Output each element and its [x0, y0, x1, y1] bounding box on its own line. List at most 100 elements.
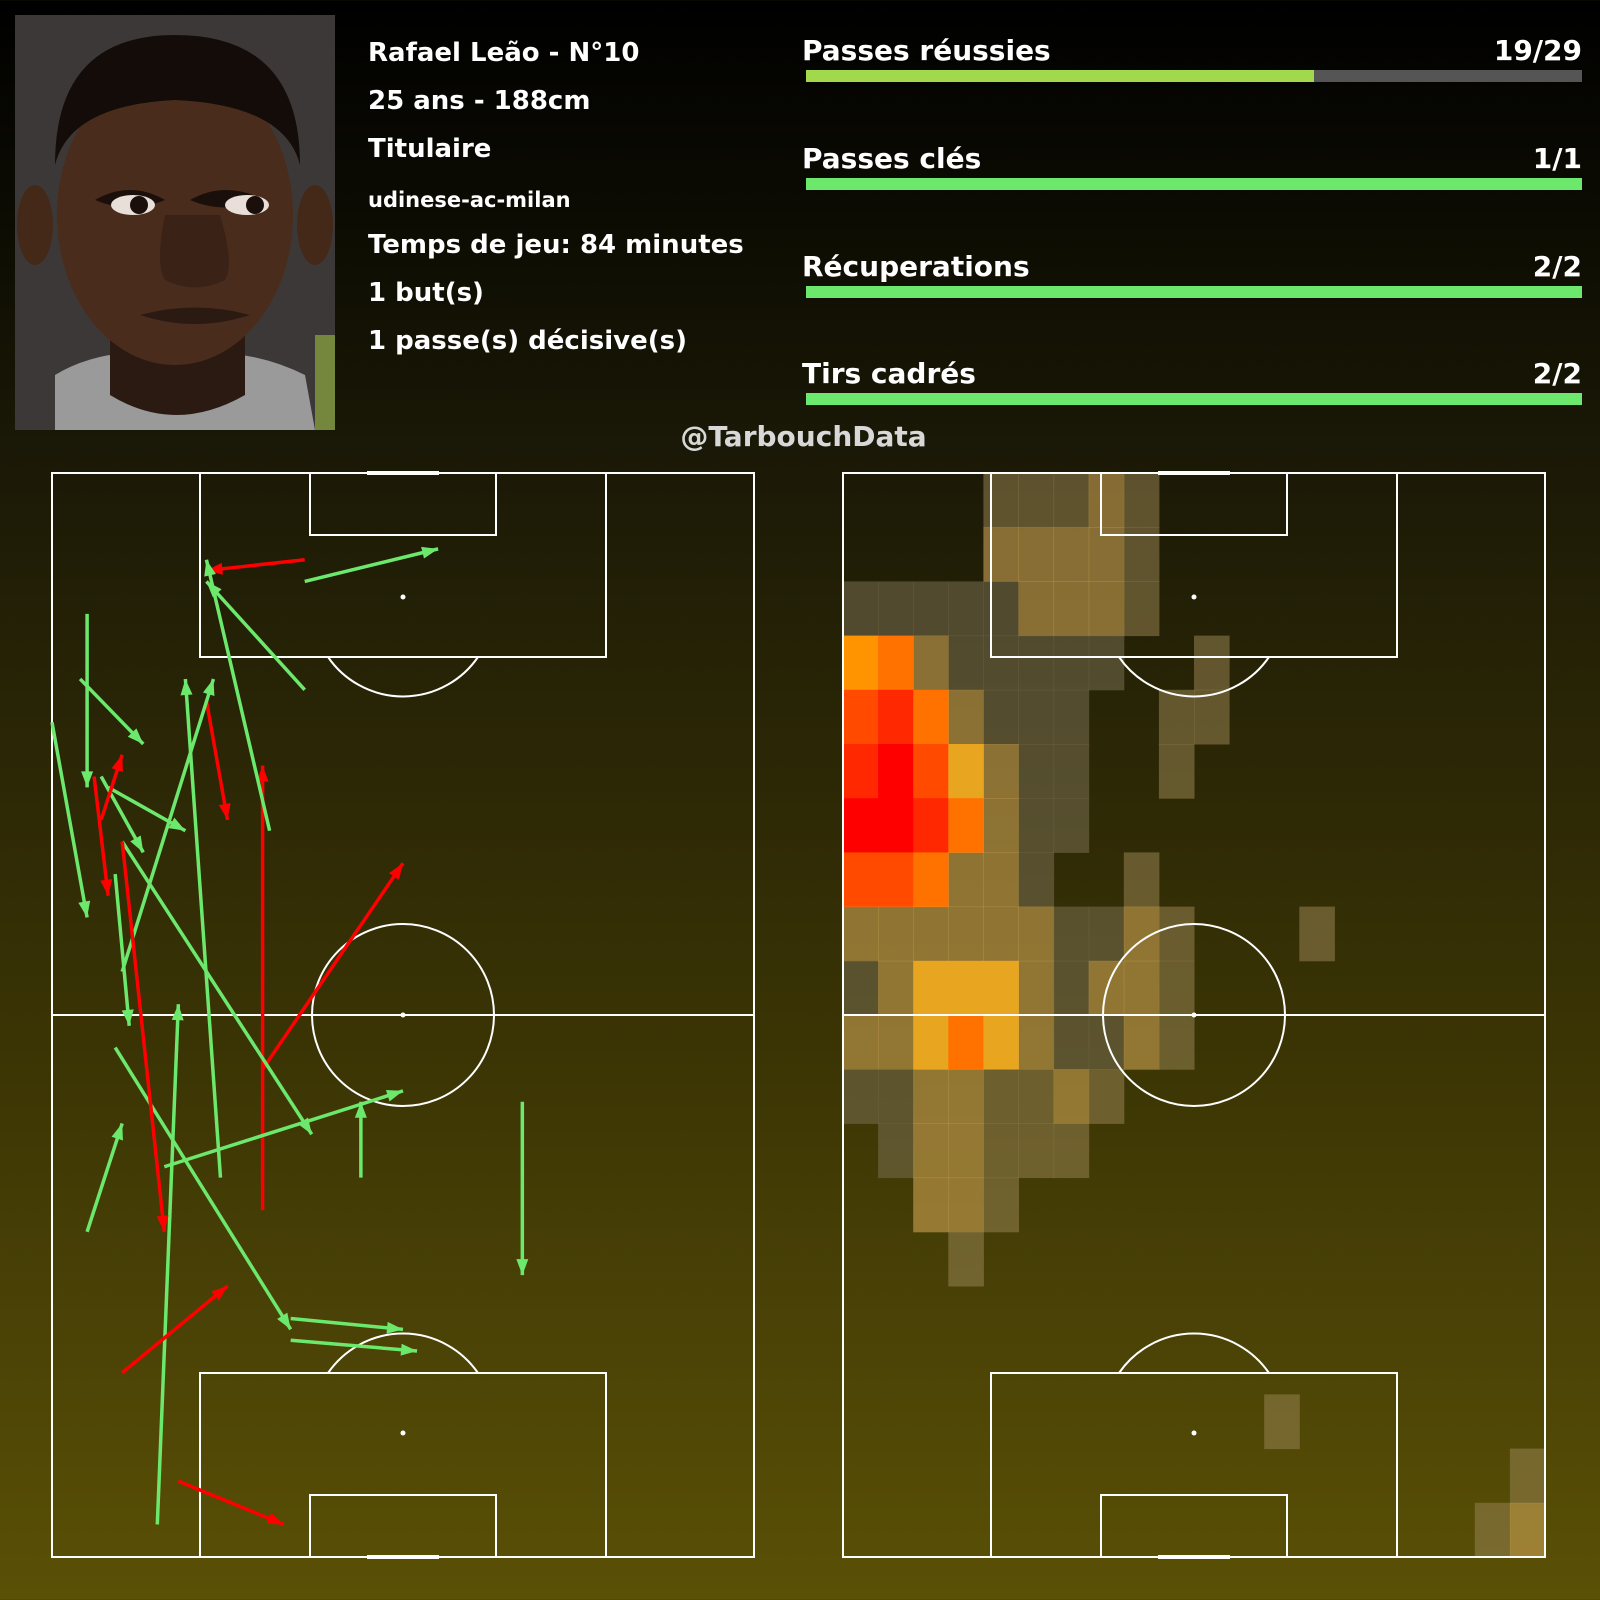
pass-line	[290, 1316, 404, 1332]
heatmap-cell	[913, 1123, 949, 1179]
heatmap-cell	[878, 1015, 914, 1070]
heatmap-cell	[1018, 1123, 1055, 1179]
pass-arrowhead	[211, 1286, 228, 1301]
center-circle	[1102, 923, 1286, 1107]
player-age-height: 25 ans - 188cm	[368, 86, 591, 116]
stat-value: 1/1	[1532, 142, 1582, 175]
pass-arrowhead	[354, 1101, 367, 1118]
pass-line	[183, 678, 223, 1178]
pass-line	[121, 1284, 229, 1375]
pass-arrowhead	[206, 562, 224, 575]
pass-line	[163, 1089, 404, 1169]
pass-arrow-success	[81, 613, 94, 788]
pass-arrow-success	[113, 873, 134, 1027]
heatmap-cell	[948, 744, 984, 799]
pass-arrowhead	[218, 803, 231, 820]
heatmap-cell	[983, 1015, 1019, 1070]
pass-arrowhead	[100, 879, 113, 896]
center-spot	[400, 1012, 406, 1018]
stat-passes-cles: Passes clés 1/1	[802, 142, 1582, 192]
heatmap-cell	[1088, 1069, 1125, 1124]
heatmap-cell	[1053, 798, 1090, 853]
stat-track	[806, 178, 1582, 190]
pass-arrow-failed	[121, 1284, 229, 1375]
pass-arrow-success	[113, 1046, 293, 1331]
heatmap-cell	[843, 581, 879, 637]
pass-arrow-failed	[120, 841, 169, 1232]
player-status: Titulaire	[368, 134, 492, 164]
pass-arrowhead	[111, 754, 123, 772]
heatmap-cell	[1158, 689, 1195, 745]
bottom-penalty-spot	[1191, 1430, 1197, 1436]
bottom-penalty-box	[199, 1372, 607, 1558]
top-six-yard-box	[309, 472, 497, 536]
goals-count: 1 but(s)	[368, 278, 484, 308]
stat-track	[806, 286, 1582, 298]
top-penalty-arc	[1118, 656, 1270, 698]
heatmap-cell	[1088, 581, 1125, 637]
heatmap-cell	[983, 852, 1019, 908]
heatmap-cell	[1509, 1502, 1546, 1558]
heatmap-cell	[913, 852, 949, 908]
heatmap-cell	[1018, 744, 1055, 799]
heatmap-cell	[1053, 1123, 1090, 1179]
heatmap-cell	[913, 1177, 949, 1233]
heatmap-cell	[878, 852, 914, 908]
heatmap-cell	[1194, 689, 1230, 745]
heatmap-cell	[843, 1069, 879, 1124]
center-spot	[1191, 1012, 1197, 1018]
heatmap-cell	[1088, 635, 1125, 691]
heatmap-cell	[843, 635, 879, 691]
pitch-lines	[51, 471, 755, 1559]
pass-line	[204, 700, 230, 821]
pass-arrow-success	[180, 678, 223, 1178]
stat-passes-reussies: Passes réussies 19/29	[802, 34, 1582, 84]
pass-arrowhead	[516, 1259, 529, 1276]
pass-arrowhead	[389, 863, 403, 880]
pass-line	[50, 722, 89, 918]
heatmap-cell	[843, 852, 879, 908]
pass-arrow-success	[205, 580, 307, 691]
pass-arrowhead	[156, 1215, 169, 1232]
pass-line	[120, 678, 216, 973]
pass-line	[304, 547, 439, 584]
assists-count: 1 passe(s) décisive(s)	[368, 326, 687, 356]
heatmap-cell	[913, 1069, 949, 1124]
pass-arrowhead	[400, 1343, 418, 1356]
heatmap-pitch	[842, 471, 1546, 1559]
pass-arrowhead	[127, 728, 144, 744]
pass-arrowhead	[256, 765, 269, 782]
playing-time: Temps de jeu: 84 minutes	[368, 230, 744, 260]
stat-value: 19/29	[1493, 34, 1582, 67]
heatmap-cell	[1123, 527, 1160, 582]
heatmap-cell	[983, 581, 1019, 637]
pass-arrow-failed	[204, 700, 231, 821]
heatmap-cell	[983, 689, 1019, 745]
heatmap-cell	[1053, 635, 1090, 691]
stat-label: Passes clés	[802, 142, 982, 175]
heatmap-cell	[1053, 960, 1090, 1016]
credit-handle: @TarbouchData	[680, 420, 927, 453]
pass-arrow-success	[304, 546, 439, 584]
pass-arrow-failed	[177, 1479, 285, 1527]
pass-arrowhead	[180, 678, 193, 696]
heatmap-cell	[983, 798, 1019, 853]
heatmap-cell	[878, 798, 914, 853]
pass-arrow-success	[78, 677, 145, 746]
heatmap-cell	[1018, 527, 1055, 582]
heatmap-cell	[1123, 960, 1160, 1016]
heatmap-cell	[948, 960, 984, 1016]
heatmap-cell	[948, 852, 984, 908]
pass-arrowhead	[421, 546, 439, 559]
pass-arrowhead	[386, 1321, 403, 1334]
heatmap-cell	[1018, 1069, 1055, 1124]
heatmap-cell	[1088, 473, 1125, 528]
pass-arrowhead	[130, 835, 144, 853]
heatmap-cell	[913, 798, 949, 853]
pass-line	[290, 1338, 418, 1353]
pass-arrow-success	[163, 1089, 404, 1169]
heatmap-cell	[948, 1123, 984, 1179]
stat-tirs-cadres: Tirs cadrés 2/2	[802, 357, 1582, 407]
heatmap-cell	[983, 635, 1019, 691]
heatmap-cell	[878, 635, 914, 691]
